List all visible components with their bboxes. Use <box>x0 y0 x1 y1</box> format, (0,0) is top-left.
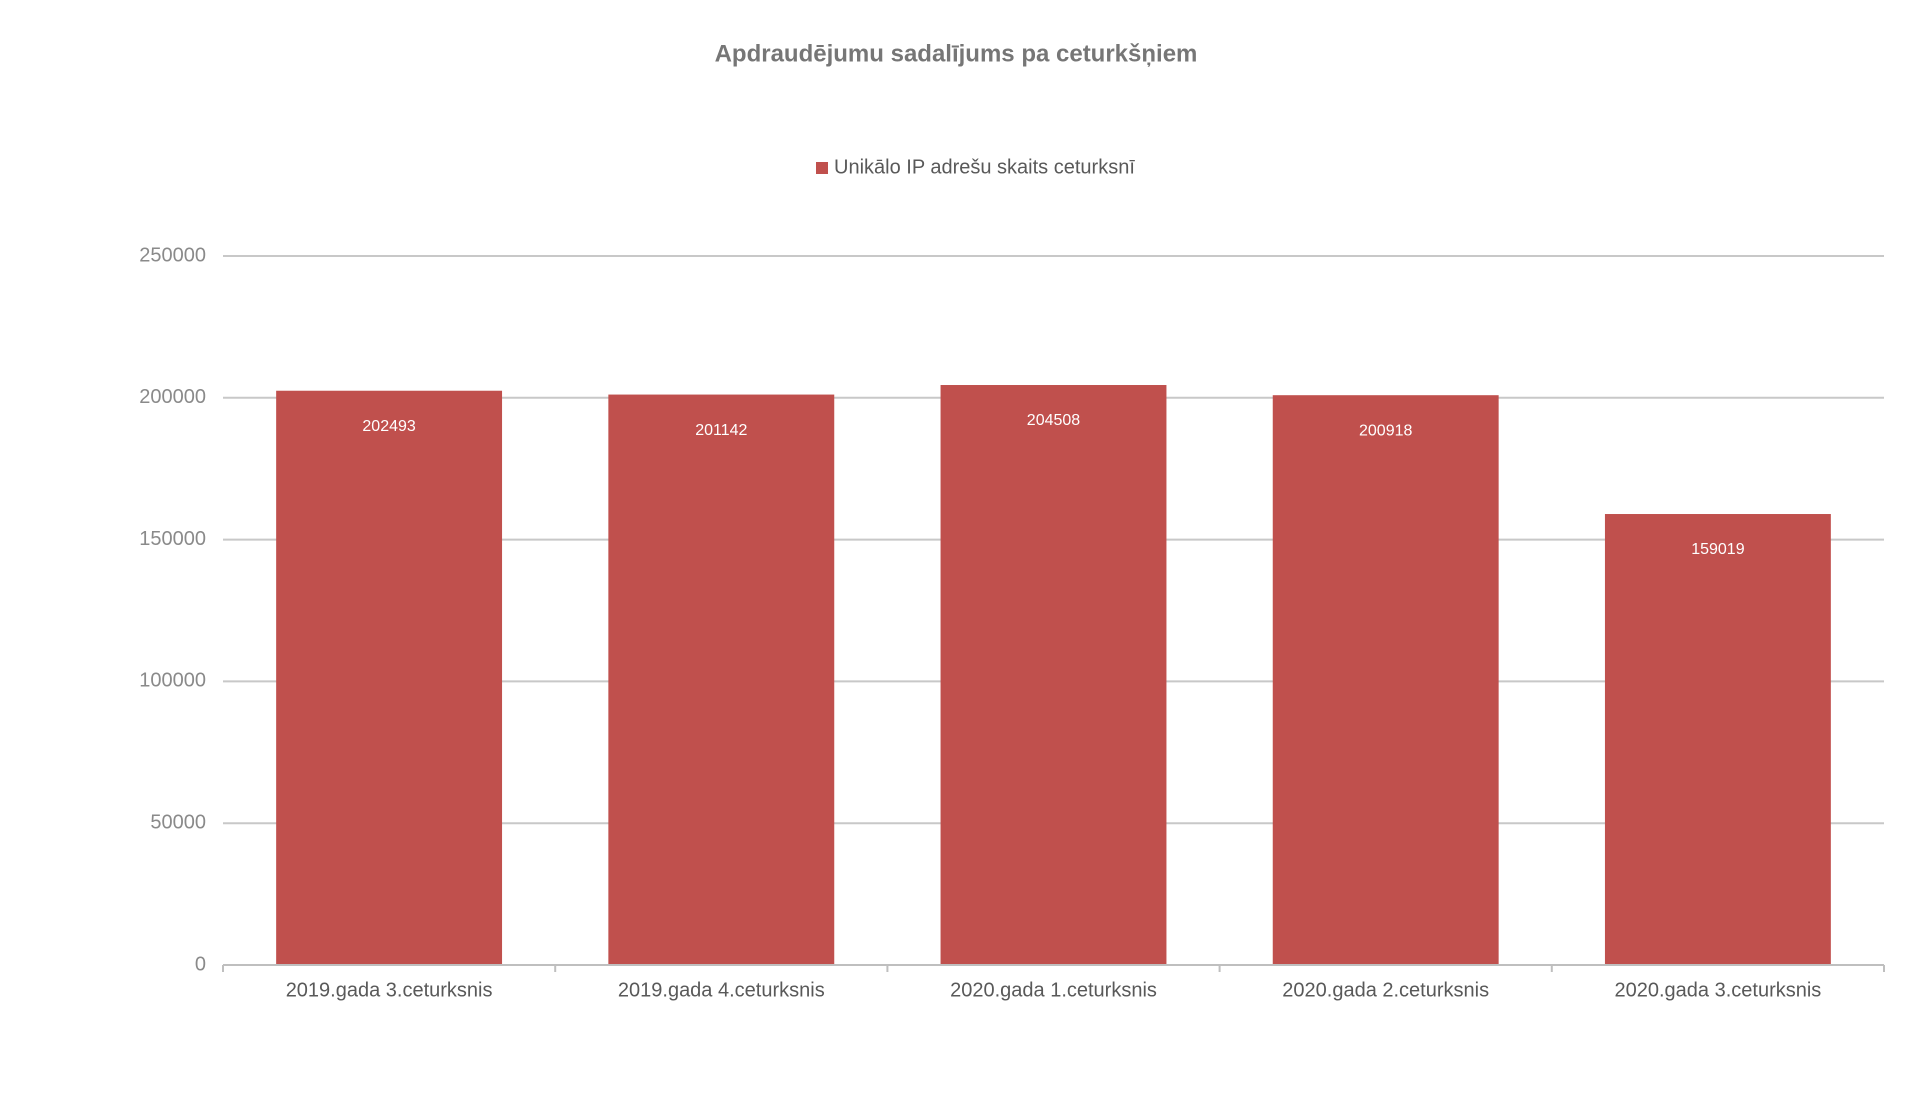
x-tick-label: 2020.gada 3.ceturksnis <box>1614 979 1821 1001</box>
y-tick-label: 100000 <box>139 670 206 692</box>
y-tick-label: 150000 <box>139 528 206 550</box>
y-tick-label: 200000 <box>139 386 206 408</box>
bar <box>608 394 835 965</box>
x-tick-label: 2020.gada 2.ceturksnis <box>1282 979 1489 1001</box>
y-tick-label: 50000 <box>150 811 206 833</box>
data-label: 202493 <box>362 418 415 435</box>
x-tick-label: 2019.gada 3.ceturksnis <box>286 979 493 1001</box>
chart-title: Apdraudējumu sadalījums pa ceturkšņiem <box>715 40 1198 67</box>
bar <box>1272 395 1499 966</box>
bar <box>1604 514 1831 965</box>
data-label: 204508 <box>1027 412 1080 429</box>
x-tick-label: 2019.gada 4.ceturksnis <box>618 979 825 1001</box>
data-label: 159019 <box>1691 541 1744 558</box>
x-tick-label: 2020.gada 1.ceturksnis <box>950 979 1157 1001</box>
bar <box>276 390 503 965</box>
y-tick-label: 250000 <box>139 244 206 266</box>
legend-label: Unikālo IP adrešu skaits ceturksnī <box>834 156 1135 178</box>
bar <box>940 385 1167 965</box>
data-label: 201142 <box>695 422 747 439</box>
y-tick-label: 0 <box>195 953 206 975</box>
legend-swatch <box>816 162 828 174</box>
data-label: 200918 <box>1359 422 1412 439</box>
